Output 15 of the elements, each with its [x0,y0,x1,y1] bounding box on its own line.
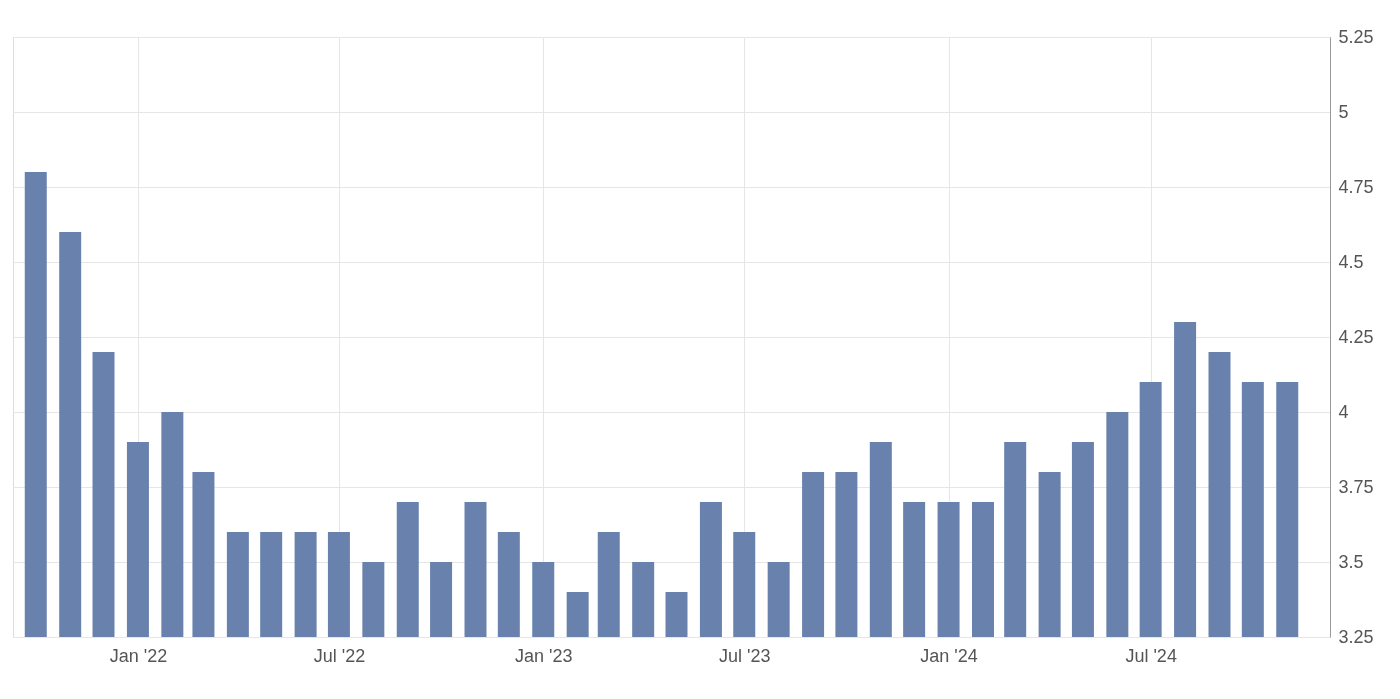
y-tick-label: 3.75 [1338,476,1374,497]
x-tick-label: Jul '24 [1125,645,1177,666]
y-tick-label: 4 [1338,401,1349,422]
y-tick-label: 5.25 [1338,26,1374,47]
y-tick-label: 4.25 [1338,326,1374,347]
y-tick-label: 4.75 [1338,176,1374,197]
x-tick-label: Jan '23 [515,645,573,666]
x-tick-label: Jul '22 [313,645,366,666]
x-tick-label: Jan '22 [109,645,168,666]
y-tick-label: 3.5 [1338,551,1364,572]
y-tick-label: 3.25 [1338,626,1374,647]
y-tick-label: 4.5 [1338,251,1364,272]
x-tick-label: Jan '24 [920,645,978,666]
x-tick-label: Jul '23 [719,645,771,666]
y-tick-label: 5 [1338,101,1349,122]
